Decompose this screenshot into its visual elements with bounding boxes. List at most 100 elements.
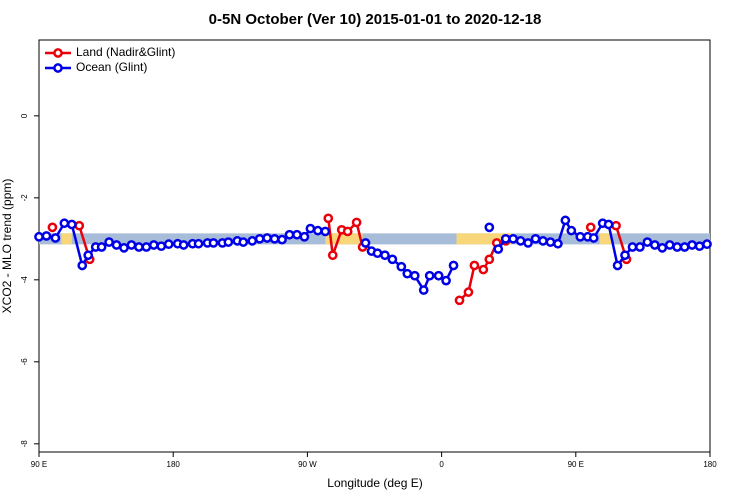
data-point	[687, 240, 697, 250]
data-point	[515, 236, 526, 246]
data-point	[672, 242, 683, 252]
data-point	[409, 270, 420, 281]
data-point	[588, 233, 599, 243]
data-point	[119, 242, 129, 253]
data-point	[247, 236, 258, 246]
data-point	[493, 244, 504, 254]
data-point	[126, 240, 137, 250]
data-point	[34, 231, 44, 242]
data-point	[238, 237, 249, 247]
x-tick-label: 90 E	[568, 460, 584, 469]
data-point	[66, 219, 77, 230]
data-point	[469, 260, 480, 271]
data-point	[208, 238, 219, 248]
data-point	[612, 260, 623, 271]
data-point	[635, 242, 645, 252]
data-point	[83, 250, 94, 261]
data-point	[627, 242, 638, 252]
data-point	[454, 295, 465, 306]
data-point	[134, 242, 144, 252]
data-point	[679, 242, 690, 252]
data-point	[74, 220, 85, 231]
data-point	[463, 287, 474, 297]
data-point	[694, 241, 705, 252]
data-point	[424, 270, 435, 281]
x-tick-label: 180	[167, 460, 181, 469]
data-point	[387, 254, 398, 265]
data-point	[47, 222, 58, 233]
data-point	[433, 270, 444, 281]
x-axis-label: Longitude (deg E)	[327, 476, 422, 490]
data-point	[585, 222, 596, 233]
data-point	[441, 275, 451, 286]
data-point	[545, 237, 556, 247]
data-point	[292, 229, 302, 240]
data-point	[193, 238, 204, 249]
data-point	[351, 217, 362, 228]
data-point	[299, 231, 310, 242]
x-tick-label: 180	[703, 460, 717, 469]
data-point	[702, 239, 712, 250]
y-tick-label: -2	[20, 194, 29, 202]
data-point	[478, 264, 489, 275]
data-point	[566, 225, 577, 236]
data-point	[77, 260, 88, 271]
legend-marker	[53, 48, 63, 58]
data-point	[402, 268, 413, 279]
data-point	[277, 234, 287, 245]
data-point	[320, 226, 331, 237]
data-point	[327, 250, 338, 261]
data-point	[254, 233, 265, 244]
data-point	[141, 242, 152, 252]
data-point	[360, 238, 371, 248]
y-tick-label: -4	[20, 276, 29, 284]
data-point	[372, 248, 383, 259]
x-tick-label: 90 E	[31, 460, 47, 469]
x-tick-label: 90 W	[298, 460, 317, 469]
legend-marker	[53, 63, 63, 73]
data-point	[342, 226, 353, 237]
data-point	[553, 238, 563, 249]
legend-label: Land (Nadir&Glint)	[76, 45, 175, 59]
data-point	[484, 222, 495, 233]
data-point	[59, 218, 70, 229]
data-point	[530, 233, 541, 244]
data-point	[664, 240, 675, 250]
data-point	[649, 240, 660, 250]
y-tick-label: -6	[20, 358, 29, 366]
data-point	[620, 250, 630, 261]
data-point	[611, 220, 621, 231]
y-axis-label: XCO2 - MLO trend (ppm)	[0, 179, 14, 314]
data-point	[523, 238, 533, 248]
data-point	[418, 285, 429, 295]
data-point	[323, 213, 334, 224]
data-point	[104, 237, 114, 247]
data-point	[148, 240, 159, 250]
data-point	[508, 233, 519, 244]
data-point	[156, 241, 167, 252]
data-point	[396, 261, 407, 272]
data-point	[96, 242, 107, 252]
data-point	[305, 223, 316, 234]
data-point	[380, 250, 390, 261]
x-tick-label: 0	[439, 460, 444, 469]
y-tick-label: -8	[20, 440, 29, 448]
data-point	[178, 240, 189, 250]
data-point	[223, 237, 234, 247]
data-point	[41, 231, 52, 241]
data-point	[312, 225, 323, 236]
legend-label: Ocean (Glint)	[76, 60, 147, 74]
data-point	[484, 254, 495, 265]
data-point	[538, 236, 548, 246]
data-point	[50, 233, 61, 243]
data-point	[163, 239, 174, 250]
data-point	[657, 242, 668, 253]
data-point	[603, 219, 614, 230]
data-point	[284, 229, 295, 240]
data-point	[269, 233, 280, 244]
chart-title: 0-5N October (Ver 10) 2015-01-01 to 2020…	[209, 11, 542, 28]
data-point	[111, 240, 122, 250]
data-point	[262, 233, 272, 243]
data-point	[448, 260, 459, 271]
